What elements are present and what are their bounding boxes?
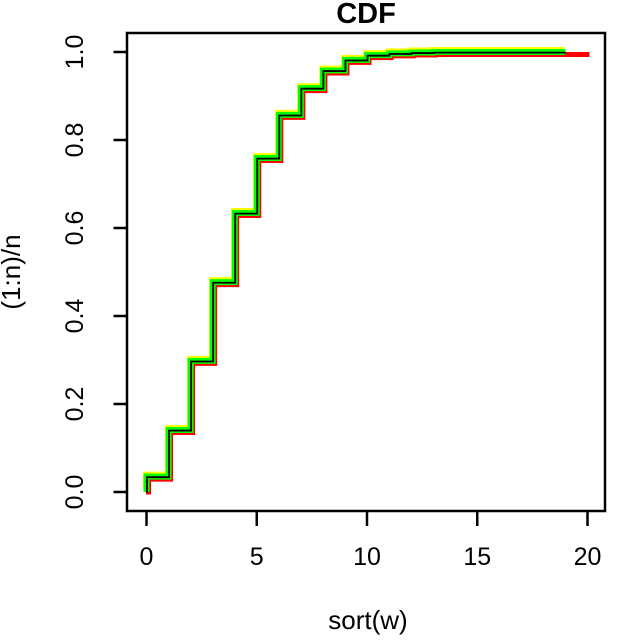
x-axis-label: sort(w) — [328, 605, 407, 635]
cdf-curve-green — [143, 49, 566, 492]
plot-box — [125, 31, 607, 513]
y-axis-label: (1:n)/n — [0, 234, 26, 309]
x-tick-labels: 0 5 10 15 20 — [140, 543, 602, 571]
x-tick-label: 10 — [353, 543, 381, 571]
y-tick-label: 0.8 — [61, 123, 89, 158]
x-tick-label: 0 — [140, 543, 154, 571]
plot-title: CDF — [336, 0, 396, 30]
cdf-curves — [143, 47, 590, 495]
y-tick-label: 0.2 — [61, 387, 89, 422]
x-tick-label: 20 — [574, 543, 602, 571]
y-axis-ticks — [113, 50, 127, 494]
y-tick-label: 0.4 — [61, 299, 89, 334]
y-tick-label: 1.0 — [61, 35, 89, 70]
cdf-curve-black — [146, 51, 566, 493]
x-axis-ticks — [145, 511, 589, 526]
cdf-curve-red — [146, 52, 590, 495]
y-tick-label: 0.0 — [61, 475, 89, 510]
y-tick-label: 0.6 — [61, 211, 89, 246]
cdf-curve-yellow — [143, 47, 565, 490]
y-tick-labels: 0.0 0.2 0.4 0.6 0.8 1.0 — [61, 35, 89, 510]
x-tick-label: 5 — [250, 543, 264, 571]
x-tick-label: 15 — [463, 543, 491, 571]
